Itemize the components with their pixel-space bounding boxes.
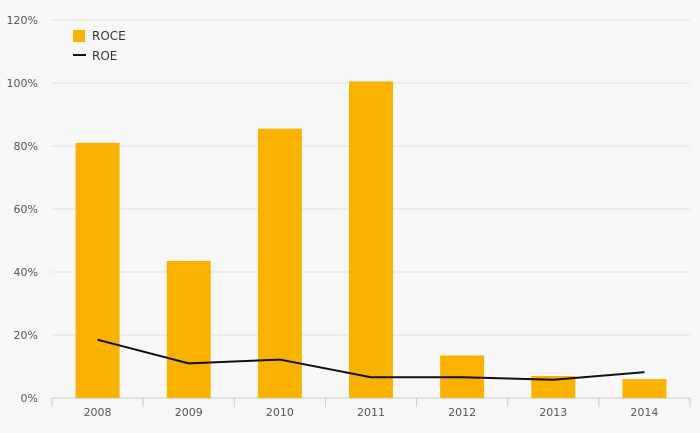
bar-roce-2010 bbox=[257, 128, 302, 399]
y-tick-label: 40% bbox=[14, 266, 38, 279]
bar-roce-2009 bbox=[166, 260, 211, 398]
y-tick-label: 20% bbox=[14, 329, 38, 342]
y-tick-label: 0% bbox=[21, 392, 38, 405]
y-tick-label: 120% bbox=[7, 14, 38, 27]
legend-swatch-roce bbox=[73, 30, 85, 42]
bar-roce-2011 bbox=[349, 81, 393, 399]
legend-label-roe: ROE bbox=[92, 49, 117, 63]
legend-label-roce: ROCE bbox=[92, 29, 126, 43]
x-tick-label: 2014 bbox=[630, 406, 658, 419]
y-tick-label: 60% bbox=[14, 203, 38, 216]
bar-roce-2014 bbox=[622, 379, 667, 398]
legend: ROCE ROE bbox=[73, 29, 126, 63]
x-tick-label: 2012 bbox=[448, 406, 476, 419]
x-tick-label: 2008 bbox=[84, 406, 112, 419]
bar-roce-2013 bbox=[531, 375, 576, 398]
roce-bars bbox=[75, 81, 667, 399]
x-tick-label: 2011 bbox=[357, 406, 385, 419]
y-tick-label: 100% bbox=[7, 77, 38, 90]
y-tick-label: 80% bbox=[14, 140, 38, 153]
x-tick-label: 2013 bbox=[539, 406, 567, 419]
x-tick-label: 2010 bbox=[266, 406, 294, 419]
bar-roce-2008 bbox=[75, 142, 120, 398]
x-tick-label: 2009 bbox=[175, 406, 203, 419]
